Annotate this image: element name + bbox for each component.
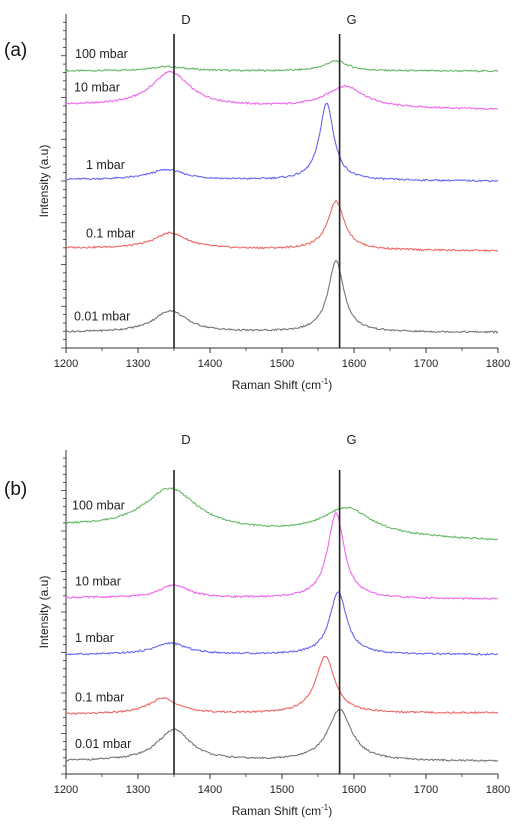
x-axis-title-end: ): [328, 378, 332, 392]
x-tick-label: 1400: [198, 358, 222, 370]
x-tick-label: 1400: [198, 784, 222, 796]
series-line-100-mbar: [65, 59, 499, 73]
series-line-0-01-mbar: [65, 259, 499, 334]
series-line-10-mbar: [65, 511, 499, 601]
series-label: 0.1 mbar: [86, 226, 135, 240]
series-line-0-01-mbar: [65, 708, 499, 763]
x-tick-label: 1200: [54, 784, 78, 796]
series-label: 10 mbar: [75, 574, 121, 588]
x-tick-label: 1300: [126, 358, 150, 370]
x-tick-label: 1500: [270, 784, 294, 796]
series-line-100-mbar: [65, 487, 499, 541]
x-tick-label: 1300: [126, 784, 150, 796]
panel-b: 1200 1300 1400 1500 1600 1700 1800 Raman Shift …: [4, 432, 510, 818]
panel-letter: (b): [4, 479, 27, 500]
series-line-0-1-mbar: [65, 199, 499, 253]
series-line-0-1-mbar: [65, 655, 499, 715]
y-axis-title: Intensity (a.u): [37, 576, 51, 649]
x-tick-label: 1500: [270, 358, 294, 370]
x-tick-label: 1600: [342, 358, 366, 370]
reference-label-d: D: [181, 12, 190, 27]
x-tick-label: 1800: [486, 358, 510, 370]
x-axis-title-unit-exponent: -1: [321, 803, 329, 812]
reference-label-g: G: [347, 12, 357, 27]
x-tick-label: 1200: [54, 358, 78, 370]
reference-label-d: D: [181, 432, 190, 447]
series-label: 10 mbar: [74, 80, 120, 94]
reference-label-g: G: [347, 432, 357, 447]
x-tick-label: 1700: [414, 358, 438, 370]
x-axis-title-main: Raman Shift (cm: [232, 378, 321, 392]
series-label: 0.1 mbar: [75, 691, 124, 705]
series-label: 1 mbar: [75, 631, 114, 645]
panel-letter: (a): [4, 40, 27, 61]
series-label: 1 mbar: [86, 158, 125, 172]
series-line-1-mbar: [65, 591, 499, 656]
series-label: 0.01 mbar: [75, 737, 131, 751]
x-tick-label: 1700: [414, 784, 438, 796]
x-tick-label: 1800: [486, 784, 510, 796]
x-axis-title: Raman Shift (cm-1): [232, 803, 332, 818]
series-label: 0.01 mbar: [74, 309, 130, 323]
x-axis-title-end: ): [328, 804, 332, 818]
series-label: 100 mbar: [72, 499, 125, 513]
y-axis-title: Intensity (a.u): [37, 145, 51, 218]
x-axis-title-unit-exponent: -1: [321, 377, 329, 386]
series-line-1-mbar: [65, 102, 499, 183]
x-tick-label: 1600: [342, 784, 366, 796]
panel-a: 1200 1300 1400 1500 1600 1700 1800 Raman Shift …: [4, 12, 510, 392]
x-axis-title: Raman Shift (cm-1): [232, 377, 332, 392]
series-line-10-mbar: [65, 70, 499, 111]
x-axis-title-main: Raman Shift (cm: [232, 804, 321, 818]
series-label: 100 mbar: [75, 47, 128, 61]
